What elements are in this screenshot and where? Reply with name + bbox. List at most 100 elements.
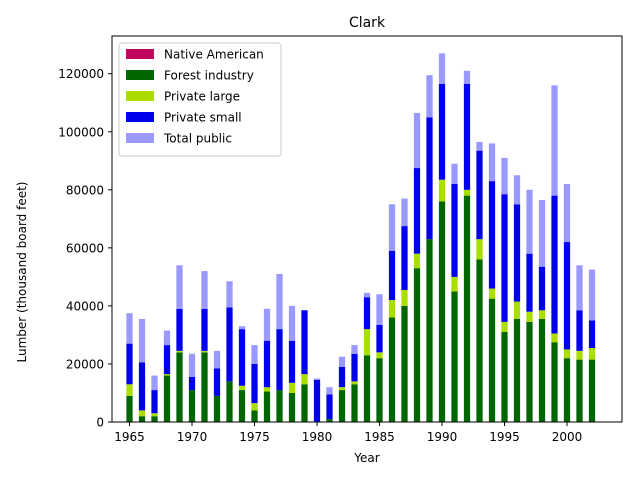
bar-private-small-1990 xyxy=(439,84,445,180)
bar-private-large-1991 xyxy=(451,277,457,292)
bar-private-small-2002 xyxy=(589,320,595,348)
bar-forest-industry-1993 xyxy=(476,259,482,422)
bar-private-small-2001 xyxy=(576,310,582,351)
bar-total-public-1983 xyxy=(351,345,357,354)
x-tick-label: 1975 xyxy=(239,430,270,444)
bar-total-public-1971 xyxy=(201,271,207,309)
bar-private-large-1996 xyxy=(514,302,520,319)
bar-total-public-1973 xyxy=(226,281,232,307)
bar-forest-industry-1977 xyxy=(276,390,282,422)
bar-private-large-1974 xyxy=(239,386,245,390)
bar-total-public-1972 xyxy=(214,351,220,368)
bar-private-small-1989 xyxy=(426,117,432,239)
bar-total-public-1976 xyxy=(264,309,270,341)
bar-forest-industry-1990 xyxy=(439,201,445,422)
bar-total-public-1970 xyxy=(189,354,195,377)
bar-forest-industry-1971 xyxy=(201,352,207,422)
bar-private-large-1967 xyxy=(151,413,157,416)
bar-private-small-1972 xyxy=(214,368,220,396)
bar-forest-industry-1974 xyxy=(239,390,245,422)
bar-forest-industry-1976 xyxy=(264,392,270,422)
bar-private-small-1967 xyxy=(151,390,157,413)
bar-forest-industry-1991 xyxy=(451,291,457,422)
bar-private-large-1990 xyxy=(439,180,445,202)
bar-private-small-1987 xyxy=(401,226,407,290)
bar-total-public-2001 xyxy=(576,265,582,310)
bar-private-small-1993 xyxy=(476,151,482,240)
bar-private-small-1976 xyxy=(264,341,270,387)
bar-total-public-1974 xyxy=(239,326,245,329)
bar-total-public-1990 xyxy=(439,53,445,83)
chart-title: Clark xyxy=(349,15,386,31)
bar-total-public-1980 xyxy=(314,378,320,379)
bar-total-public-1987 xyxy=(401,199,407,227)
bar-total-public-1984 xyxy=(364,293,370,297)
bar-private-large-1987 xyxy=(401,290,407,306)
y-tick-label: 0 xyxy=(96,416,104,430)
bar-forest-industry-1995 xyxy=(501,332,507,422)
bar-private-small-1992 xyxy=(464,84,470,190)
y-tick-label: 60000 xyxy=(66,241,104,255)
bar-forest-industry-1969 xyxy=(176,352,182,422)
bar-forest-industry-1972 xyxy=(214,396,220,422)
bar-private-small-1994 xyxy=(489,181,495,288)
bar-private-large-2000 xyxy=(564,349,570,358)
bar-total-public-1966 xyxy=(139,319,145,363)
x-tick-label: 1980 xyxy=(302,430,333,444)
legend-label: Private small xyxy=(164,111,242,125)
x-tick-label: 1965 xyxy=(114,430,145,444)
bar-forest-industry-1999 xyxy=(551,342,557,422)
bar-private-small-1968 xyxy=(164,345,170,374)
x-tick-label: 2000 xyxy=(552,430,583,444)
y-tick-label: 40000 xyxy=(66,299,104,313)
bar-private-small-1988 xyxy=(414,168,420,254)
bar-total-public-1992 xyxy=(464,71,470,84)
bar-private-large-1968 xyxy=(164,374,170,375)
bar-private-small-1985 xyxy=(376,325,382,353)
x-tick-label: 1990 xyxy=(427,430,458,444)
bar-private-large-1998 xyxy=(539,310,545,319)
bar-total-public-1999 xyxy=(551,85,557,195)
bar-private-small-1996 xyxy=(514,204,520,301)
bar-private-large-1985 xyxy=(376,352,382,358)
bar-total-public-1967 xyxy=(151,376,157,391)
bar-private-large-1975 xyxy=(251,403,257,410)
bar-private-large-1995 xyxy=(501,322,507,332)
bar-private-large-1984 xyxy=(364,329,370,355)
bar-private-large-1982 xyxy=(339,387,345,390)
legend-label: Private large xyxy=(164,90,240,104)
bar-private-large-1992 xyxy=(464,190,470,196)
bar-forest-industry-1985 xyxy=(376,358,382,422)
legend-label: Total public xyxy=(163,132,232,146)
x-axis-label: Year xyxy=(353,451,379,465)
legend: Native AmericanForest industryPrivate la… xyxy=(119,43,281,156)
bar-total-public-1977 xyxy=(276,274,282,329)
bar-forest-industry-2001 xyxy=(576,360,582,422)
bar-forest-industry-1984 xyxy=(364,355,370,422)
bar-private-large-1993 xyxy=(476,239,482,259)
x-tick-label: 1985 xyxy=(364,430,395,444)
bar-forest-industry-1982 xyxy=(339,390,345,422)
bar-private-small-1991 xyxy=(451,184,457,277)
bar-private-large-1965 xyxy=(126,384,132,396)
bar-forest-industry-1987 xyxy=(401,306,407,422)
bar-private-large-1999 xyxy=(551,333,557,342)
bar-private-small-1973 xyxy=(226,307,232,381)
y-tick-label: 20000 xyxy=(66,357,104,371)
bar-private-small-1998 xyxy=(539,267,545,311)
bar-private-small-1980 xyxy=(314,380,320,422)
bar-private-small-1969 xyxy=(176,309,182,351)
legend-swatch xyxy=(126,112,154,122)
bar-total-public-1997 xyxy=(526,190,532,254)
bar-private-small-1978 xyxy=(289,341,295,383)
bar-forest-industry-1986 xyxy=(389,318,395,422)
bar-private-large-1969 xyxy=(176,351,182,352)
bar-private-small-1986 xyxy=(389,251,395,300)
bar-private-small-1984 xyxy=(364,297,370,329)
bar-total-public-1978 xyxy=(289,306,295,341)
bar-private-large-1971 xyxy=(201,351,207,352)
bar-forest-industry-2002 xyxy=(589,360,595,422)
bar-total-public-1991 xyxy=(451,164,457,184)
